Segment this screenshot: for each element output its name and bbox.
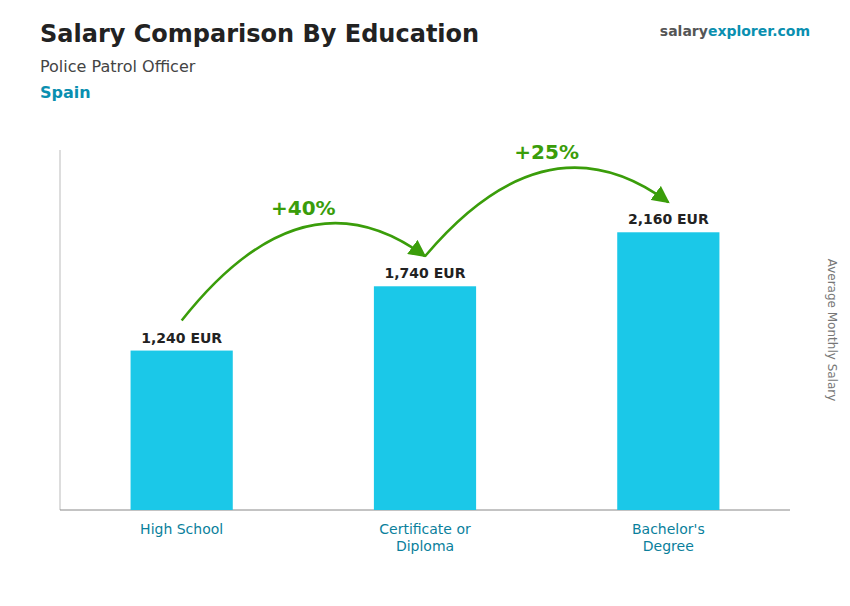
subtitle: Police Patrol Officer	[40, 57, 196, 76]
x-tick-label: Certificate orDiploma	[379, 521, 471, 554]
watermark-part: explorer.com	[708, 23, 810, 39]
x-tick-label: Bachelor'sDegree	[632, 521, 705, 554]
x-tick-label-line: Bachelor's	[632, 521, 705, 537]
bar	[374, 286, 476, 510]
annotation: +25%	[514, 140, 579, 164]
country: Spain	[40, 83, 91, 102]
x-tick-label-line: Certificate or	[379, 521, 471, 537]
x-tick-label: High School	[140, 521, 223, 537]
y-axis-line	[60, 150, 61, 510]
bar	[131, 351, 233, 510]
data-label: 1,240 EUR	[141, 330, 222, 346]
chart-container: Salary Comparison By Education Police Pat…	[0, 0, 850, 606]
bar	[617, 232, 719, 510]
title: Salary Comparison By Education	[40, 20, 479, 48]
watermark-part: salary	[660, 23, 708, 39]
x-tick-label-line: Degree	[643, 538, 694, 554]
bars	[131, 232, 720, 510]
annotation: +40%	[271, 196, 336, 220]
annotation-arrow	[425, 168, 668, 257]
y-axis-label: Average Monthly Salary	[825, 259, 839, 402]
x-tick-label-line: High School	[140, 521, 223, 537]
chart-svg: Salary Comparison By Education Police Pat…	[0, 0, 850, 606]
watermark: salaryexplorer.com	[660, 23, 810, 39]
data-label: 1,740 EUR	[385, 265, 466, 281]
annotation-arrow	[182, 223, 425, 320]
data-label: 2,160 EUR	[628, 211, 709, 227]
x-tick-label-line: Diploma	[396, 538, 454, 554]
